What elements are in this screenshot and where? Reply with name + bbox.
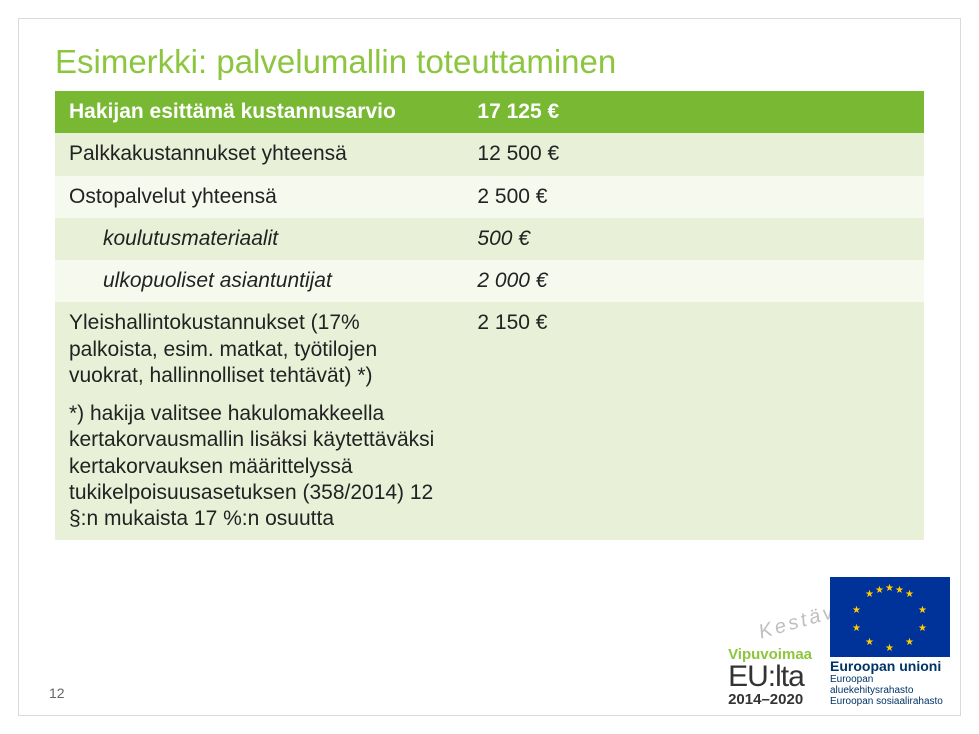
slide-frame: Esimerkki: palvelumallin toteuttaminen H… xyxy=(18,18,961,716)
row-value: 2 150 € xyxy=(463,302,924,540)
logo-area: Vipuvoimaa EU:lta 2014–2020 ★ ★ ★ ★ ★ ★ … xyxy=(728,577,950,707)
slide-title: Esimerkki: palvelumallin toteuttaminen xyxy=(19,43,960,91)
row-label: koulutusmateriaalit xyxy=(55,218,463,260)
header-value: 17 125 € xyxy=(463,91,924,133)
header-label: Hakijan esittämä kustannusarvio xyxy=(55,91,463,133)
row-label: Ostopalvelut yhteensä xyxy=(55,176,463,218)
vipu-line3: 2014–2020 xyxy=(728,692,812,707)
eu-flag-icon: ★ ★ ★ ★ ★ ★ ★ ★ ★ ★ ★ ★ xyxy=(830,577,950,657)
last-label-part2: *) hakija valitsee hakulomakkeella kerta… xyxy=(69,402,434,530)
eu-caption-sub2: Euroopan sosiaalirahasto xyxy=(830,696,950,707)
row-label: ulkopuoliset asiantuntijat xyxy=(55,260,463,302)
row-label: Yleishallintokustannukset (17% palkoista… xyxy=(55,302,463,540)
table-subrow: koulutusmateriaalit 500 € xyxy=(55,218,924,260)
row-value: 500 € xyxy=(463,218,924,260)
row-value: 12 500 € xyxy=(463,133,924,175)
eu-caption-sub1: Euroopan aluekehitysrahasto xyxy=(830,674,950,696)
table-row-last: Yleishallintokustannukset (17% palkoista… xyxy=(55,302,924,540)
table-row: Ostopalvelut yhteensä 2 500 € xyxy=(55,176,924,218)
eu-caption: Euroopan unioni Euroopan aluekehitysraha… xyxy=(830,659,950,707)
table-header-row: Hakijan esittämä kustannusarvio 17 125 € xyxy=(55,91,924,133)
page-number: 12 xyxy=(49,685,65,701)
row-value: 2 000 € xyxy=(463,260,924,302)
spacer xyxy=(69,389,449,401)
table-row: Palkkakustannukset yhteensä 12 500 € xyxy=(55,133,924,175)
vipuvoimaa-logo: Vipuvoimaa EU:lta 2014–2020 xyxy=(728,647,812,707)
row-label: Palkkakustannukset yhteensä xyxy=(55,133,463,175)
last-label-part1: Yleishallintokustannukset (17% palkoista… xyxy=(69,311,377,387)
eu-caption-title: Euroopan unioni xyxy=(830,659,950,674)
cost-table: Hakijan esittämä kustannusarvio 17 125 €… xyxy=(55,91,924,540)
eu-logo: ★ ★ ★ ★ ★ ★ ★ ★ ★ ★ ★ ★ Euroopan unioni … xyxy=(830,577,950,707)
row-value: 2 500 € xyxy=(463,176,924,218)
table-subrow: ulkopuoliset asiantuntijat 2 000 € xyxy=(55,260,924,302)
vipu-line2: EU:lta xyxy=(728,662,812,692)
